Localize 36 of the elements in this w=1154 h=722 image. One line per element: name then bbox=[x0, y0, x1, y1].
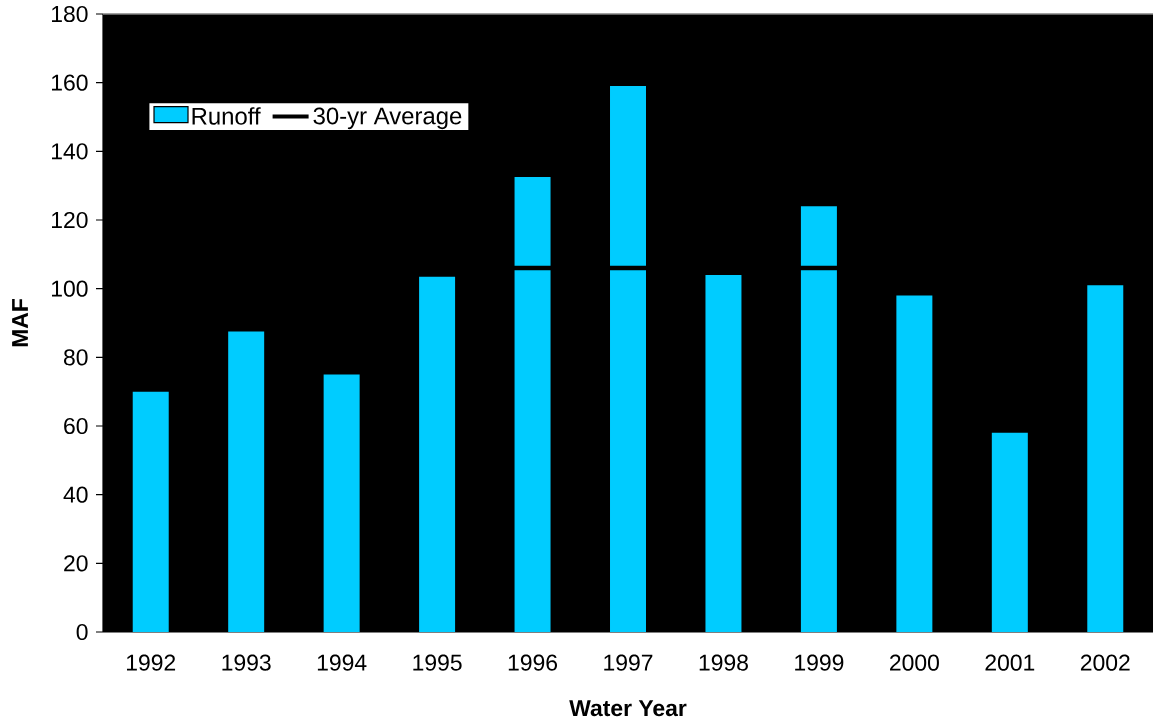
bar bbox=[1087, 285, 1124, 632]
bar bbox=[419, 276, 456, 632]
bar bbox=[323, 374, 360, 632]
y-tick-label: 80 bbox=[63, 349, 88, 366]
bar bbox=[800, 206, 837, 632]
x-tick-label: 1994 bbox=[317, 654, 367, 671]
y-tick-label: 20 bbox=[64, 555, 88, 572]
bar bbox=[991, 432, 1028, 632]
y-tick-label: 0 bbox=[76, 623, 88, 641]
bar bbox=[705, 274, 742, 632]
x-tick-label: 1998 bbox=[699, 654, 748, 671]
y-axis-title: MAF bbox=[12, 299, 28, 347]
x-tick-label: 1996 bbox=[508, 654, 558, 671]
x-axis-title: Water Year bbox=[569, 700, 687, 717]
legend-label: Runoff bbox=[192, 107, 261, 125]
y-tick-label: 180 bbox=[52, 5, 88, 23]
y-tick-label: 100 bbox=[52, 280, 88, 297]
bar bbox=[514, 177, 551, 632]
x-tick-label: 2001 bbox=[985, 654, 1035, 671]
y-tick-label: 160 bbox=[52, 74, 88, 91]
x-tick-label: 1993 bbox=[222, 654, 271, 671]
x-tick-label: 2002 bbox=[1080, 654, 1130, 671]
y-tick-label: 60 bbox=[64, 417, 88, 435]
x-tick-label: 1997 bbox=[604, 654, 653, 671]
x-tick-label: 1999 bbox=[795, 654, 844, 671]
bar bbox=[610, 86, 646, 632]
y-tick-label: 120 bbox=[52, 211, 88, 229]
legend-label: 30-yr Average bbox=[313, 107, 462, 130]
y-tick-label: 140 bbox=[52, 143, 88, 160]
bar bbox=[132, 391, 169, 632]
bar bbox=[228, 331, 265, 632]
bar bbox=[896, 295, 933, 632]
x-tick-label: 2000 bbox=[890, 654, 939, 671]
x-tick-label: 1992 bbox=[126, 654, 176, 671]
x-tick-label: 1995 bbox=[413, 654, 462, 671]
y-tick-label: 40 bbox=[63, 486, 88, 503]
